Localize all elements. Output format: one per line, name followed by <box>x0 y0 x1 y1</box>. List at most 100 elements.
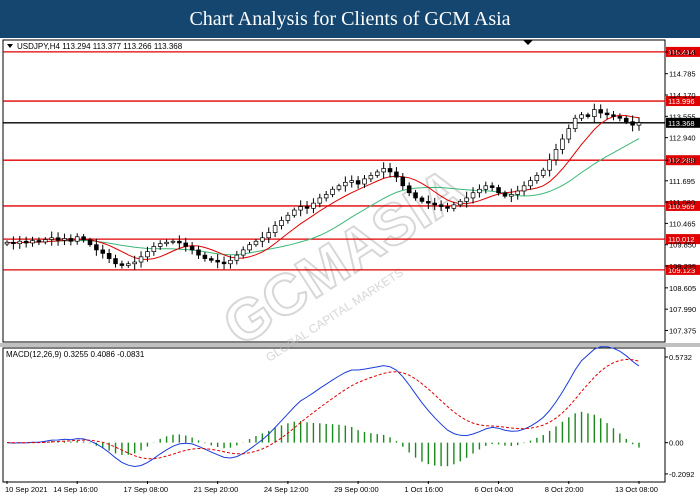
candle-body <box>62 238 67 241</box>
level-label: 110.969 <box>668 202 695 211</box>
candle-body <box>132 261 137 265</box>
candle-body <box>509 194 514 197</box>
candle-body <box>438 204 444 207</box>
candle-body <box>170 240 176 243</box>
candle-body <box>253 240 259 246</box>
candlesticks <box>4 103 642 271</box>
candle-body <box>623 117 629 123</box>
candle-body <box>4 241 10 245</box>
macd-tick-label: -0.2092 <box>669 470 694 479</box>
price-tick-label: 107.375 <box>669 326 696 335</box>
candle-body <box>521 185 527 192</box>
candle-body <box>598 109 603 114</box>
candle-body <box>221 261 227 265</box>
level-label-bg <box>666 264 700 275</box>
candle-body <box>547 159 552 171</box>
macd-signal-line <box>6 358 640 460</box>
candle-body <box>381 168 386 173</box>
candle-body <box>394 171 399 178</box>
candle-body <box>489 185 495 188</box>
level-label: 113.368 <box>668 119 695 128</box>
candle-body <box>400 176 406 187</box>
chart-info-label: USDJPY,H4 113.294 113.377 113.266 113.36… <box>17 42 183 51</box>
candle-body <box>36 240 42 243</box>
level-label-bg <box>666 46 700 57</box>
candle-body <box>202 254 208 259</box>
candle-body <box>374 171 380 176</box>
price-axis: 115.414 114.785 114.170 113.555 112.940 112.2… <box>665 48 696 335</box>
candle-body <box>477 188 482 194</box>
candle-body <box>355 180 361 185</box>
candle-body <box>483 185 489 190</box>
time-tick-label: 8 Oct 20:00 <box>545 485 584 494</box>
candle-body <box>68 238 74 242</box>
candle-body <box>228 259 233 265</box>
candle-body <box>636 122 642 126</box>
dropdown-triangle-icon[interactable] <box>7 44 13 48</box>
candle-body <box>100 249 106 254</box>
candle-body <box>502 192 508 197</box>
price-tick-label: 108.605 <box>669 284 696 293</box>
candle-body <box>585 114 591 117</box>
ma-fast-line <box>6 114 640 260</box>
candle-body <box>419 197 425 202</box>
candle-body <box>30 240 35 244</box>
candle-body <box>272 225 278 233</box>
price-tick-label: 114.170 <box>669 91 696 100</box>
price-tick-label: 109.850 <box>669 241 696 250</box>
candle-body <box>496 187 501 194</box>
candle-body <box>572 117 578 129</box>
candle-body <box>515 190 520 195</box>
macd-line <box>6 346 640 468</box>
price-tick-label: 112.940 <box>669 134 696 143</box>
level-label-bg <box>666 155 700 166</box>
candle-body <box>119 263 125 266</box>
candle-body <box>304 206 310 209</box>
candle-body <box>81 236 86 241</box>
candle-body <box>94 244 99 251</box>
candle-body <box>266 232 272 239</box>
candle-body <box>611 114 616 117</box>
candle-body <box>285 214 291 221</box>
price-tick-label: 109.235 <box>669 262 696 271</box>
candle-body <box>151 246 157 252</box>
candle-body <box>215 259 220 263</box>
candle-body <box>426 201 431 204</box>
level-label: 110.012 <box>668 235 695 244</box>
price-tick-label: 111.080 <box>669 198 695 207</box>
level-lines: 115.414 113.996 113.368 112.289 110.969 110.0… <box>3 46 700 275</box>
candle-body <box>17 240 23 245</box>
candle-body <box>23 240 29 244</box>
level-label: 115.414 <box>668 48 695 57</box>
level-label-bg <box>666 234 700 245</box>
candle-body <box>196 249 201 256</box>
time-axis: 10 Sep 2021 14 Sep 16:00 17 Sep 08:00 21 Se… <box>5 481 658 494</box>
candle-body <box>292 209 297 216</box>
candle-body <box>49 237 54 240</box>
macd-tick-label: 0.5732 <box>669 353 692 362</box>
candle-body <box>317 197 323 204</box>
candle-body <box>43 239 48 243</box>
candle-body <box>528 180 533 187</box>
candle-body <box>209 258 214 261</box>
candle-body <box>106 253 112 259</box>
candle-body <box>330 188 335 195</box>
candle-body <box>387 168 393 173</box>
candle-body <box>323 194 329 199</box>
time-tick-label: 24 Sep 12:00 <box>264 485 309 494</box>
candle-body <box>368 175 374 180</box>
candle-body <box>183 242 189 247</box>
time-tick-label: 14 Sep 16:00 <box>53 485 98 494</box>
candle-body <box>630 121 635 126</box>
price-tick-label: 114.785 <box>669 70 696 79</box>
candle-body <box>534 175 540 181</box>
candle-body <box>432 202 437 206</box>
macd-panel-frame <box>2 347 666 483</box>
candle-body <box>126 263 131 266</box>
candle-body <box>592 109 597 117</box>
time-tick-label: 13 Oct 08:00 <box>615 485 658 494</box>
candle-body <box>113 258 118 265</box>
time-tick-label: 10 Sep 2021 <box>5 485 48 494</box>
price-tick-label: 107.990 <box>669 305 696 314</box>
level-label-bg <box>666 96 700 107</box>
